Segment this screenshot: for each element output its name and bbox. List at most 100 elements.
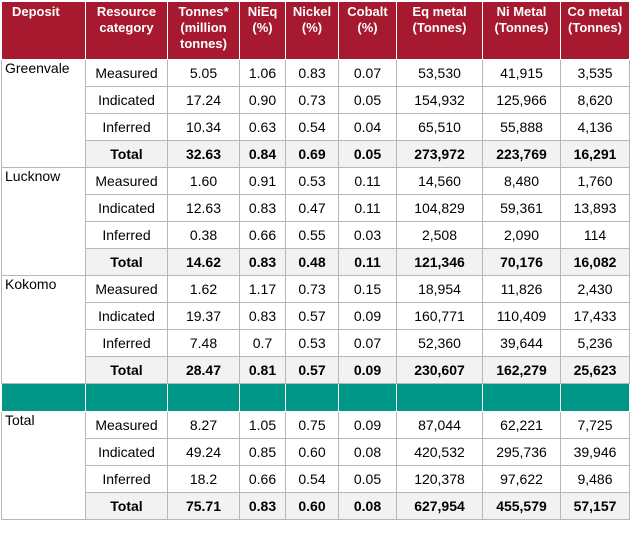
tonnes-cell: 75.71 xyxy=(167,492,240,520)
co-metal-cell: 13,893 xyxy=(560,194,630,222)
table-row: Inferred 0.38 0.66 0.55 0.03 2,508 2,090 114 xyxy=(2,221,630,249)
table-row: Indicated 49.24 0.85 0.60 0.08 420,532 295,736… xyxy=(2,438,630,466)
eq-metal-cell: 65,510 xyxy=(396,113,483,141)
table-row: Inferred 7.48 0.7 0.53 0.07 52,360 39,644 5,236 xyxy=(2,329,630,357)
tonnes-cell: 8.27 xyxy=(167,411,240,439)
separator-cell xyxy=(285,383,339,412)
nieq-cell: 0.83 xyxy=(239,248,286,276)
deposit-name: Total xyxy=(1,411,86,520)
category-cell: Inferred xyxy=(85,221,168,249)
category-cell: Indicated xyxy=(85,86,168,114)
header-row: Deposit Resource category Tonnes* (milli… xyxy=(1,1,630,60)
eq-metal-cell: 14,560 xyxy=(396,167,483,195)
nickel-cell: 0.54 xyxy=(285,113,339,141)
cobalt-cell: 0.07 xyxy=(338,329,397,357)
nickel-cell: 0.60 xyxy=(285,438,339,466)
eq-metal-cell: 18,954 xyxy=(396,275,483,303)
table-row: Total 14.62 0.83 0.48 0.11 121,346 70,176 16,08… xyxy=(2,248,630,276)
nieq-cell: 0.81 xyxy=(239,356,286,384)
category-cell: Inferred xyxy=(85,329,168,357)
category-cell: Indicated xyxy=(85,302,168,330)
table-row: Inferred 18.2 0.66 0.54 0.05 120,378 97,622 9,4… xyxy=(2,465,630,493)
tonnes-cell: 12.63 xyxy=(167,194,240,222)
co-metal-cell: 57,157 xyxy=(560,492,630,520)
table-row: Total 28.47 0.81 0.57 0.09 230,607 162,279 25,6… xyxy=(2,356,630,384)
co-metal-cell: 16,291 xyxy=(560,140,630,168)
category-cell: Measured xyxy=(85,275,168,303)
separator-cell xyxy=(338,383,397,412)
nickel-cell: 0.47 xyxy=(285,194,339,222)
tonnes-cell: 7.48 xyxy=(167,329,240,357)
co-metal-cell: 9,486 xyxy=(560,465,630,493)
nickel-cell: 0.73 xyxy=(285,275,339,303)
table-row: Inferred 10.34 0.63 0.54 0.04 65,510 55,888 4,1… xyxy=(2,113,630,141)
cobalt-cell: 0.05 xyxy=(338,86,397,114)
separator-cell xyxy=(396,383,483,412)
cobalt-cell: 0.05 xyxy=(338,140,397,168)
nieq-cell: 1.17 xyxy=(239,275,286,303)
co-metal-cell: 2,430 xyxy=(560,275,630,303)
ni-metal-cell: 162,279 xyxy=(482,356,561,384)
separator-cell xyxy=(1,383,86,412)
ni-metal-cell: 55,888 xyxy=(482,113,561,141)
tonnes-cell: 10.34 xyxy=(167,113,240,141)
separator-row xyxy=(1,383,630,412)
nickel-cell: 0.55 xyxy=(285,221,339,249)
header-nieq: NiEq (%) xyxy=(239,1,286,60)
cobalt-cell: 0.08 xyxy=(338,438,397,466)
ni-metal-cell: 455,579 xyxy=(482,492,561,520)
nickel-cell: 0.75 xyxy=(285,411,339,439)
category-cell: Inferred xyxy=(85,465,168,493)
ni-metal-cell: 70,176 xyxy=(482,248,561,276)
nickel-cell: 0.54 xyxy=(285,465,339,493)
table-row: Indicated 19.37 0.83 0.57 0.09 160,771 110,409… xyxy=(2,302,630,330)
cobalt-cell: 0.09 xyxy=(338,411,397,439)
cobalt-cell: 0.09 xyxy=(338,302,397,330)
cobalt-cell: 0.11 xyxy=(338,194,397,222)
table-row: Indicated 17.24 0.90 0.73 0.05 154,932 125,966… xyxy=(2,86,630,114)
cobalt-cell: 0.05 xyxy=(338,465,397,493)
nieq-cell: 0.63 xyxy=(239,113,286,141)
cobalt-cell: 0.11 xyxy=(338,248,397,276)
nickel-cell: 0.60 xyxy=(285,492,339,520)
cobalt-cell: 0.07 xyxy=(338,59,397,87)
deposit-name: Kokomo xyxy=(1,275,86,384)
eq-metal-cell: 52,360 xyxy=(396,329,483,357)
tonnes-cell: 19.37 xyxy=(167,302,240,330)
eq-metal-cell: 53,530 xyxy=(396,59,483,87)
eq-metal-cell: 273,972 xyxy=(396,140,483,168)
co-metal-cell: 4,136 xyxy=(560,113,630,141)
co-metal-cell: 39,946 xyxy=(560,438,630,466)
separator-cell xyxy=(167,383,240,412)
ni-metal-cell: 62,221 xyxy=(482,411,561,439)
category-cell: Indicated xyxy=(85,194,168,222)
nieq-cell: 0.84 xyxy=(239,140,286,168)
ni-metal-cell: 8,480 xyxy=(482,167,561,195)
tonnes-cell: 1.62 xyxy=(167,275,240,303)
eq-metal-cell: 2,508 xyxy=(396,221,483,249)
table-row: Total 75.71 0.83 0.60 0.08 627,954 455,579 57,1… xyxy=(2,492,630,520)
nickel-cell: 0.53 xyxy=(285,329,339,357)
cobalt-cell: 0.09 xyxy=(338,356,397,384)
nickel-cell: 0.83 xyxy=(285,59,339,87)
category-cell: Total xyxy=(85,140,168,168)
resource-table: Deposit Resource category Tonnes* (milli… xyxy=(1,1,630,520)
eq-metal-cell: 87,044 xyxy=(396,411,483,439)
nickel-cell: 0.73 xyxy=(285,86,339,114)
tonnes-cell: 5.05 xyxy=(167,59,240,87)
category-cell: Measured xyxy=(85,411,168,439)
nieq-cell: 0.66 xyxy=(239,221,286,249)
header-cobalt: Cobalt (%) xyxy=(338,1,397,60)
cobalt-cell: 0.08 xyxy=(338,492,397,520)
category-cell: Total xyxy=(85,492,168,520)
nieq-cell: 0.66 xyxy=(239,465,286,493)
ni-metal-cell: 295,736 xyxy=(482,438,561,466)
nickel-cell: 0.53 xyxy=(285,167,339,195)
nieq-cell: 0.90 xyxy=(239,86,286,114)
category-cell: Measured xyxy=(85,59,168,87)
ni-metal-cell: 41,915 xyxy=(482,59,561,87)
ni-metal-cell: 59,361 xyxy=(482,194,561,222)
tonnes-cell: 14.62 xyxy=(167,248,240,276)
nieq-cell: 0.83 xyxy=(239,194,286,222)
ni-metal-cell: 125,966 xyxy=(482,86,561,114)
